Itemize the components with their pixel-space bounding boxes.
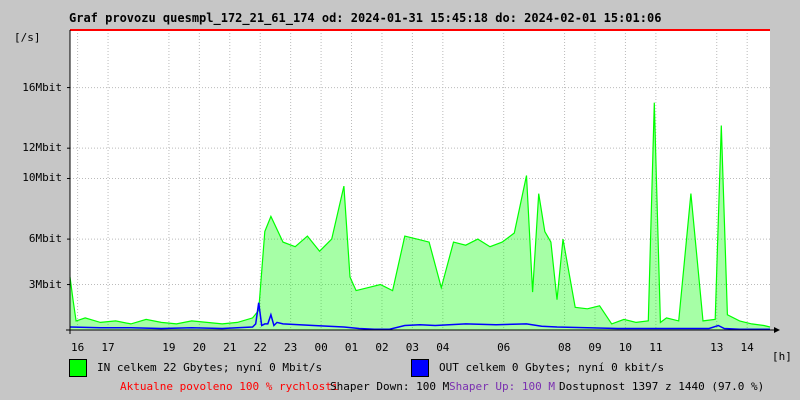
x-tick-label: 10 xyxy=(618,341,633,354)
x-axis-unit: [h] xyxy=(772,350,792,363)
x-tick-label: 01 xyxy=(344,341,359,354)
x-tick-label: 08 xyxy=(557,341,572,354)
y-axis-unit: [/s] xyxy=(14,31,41,44)
x-tick-label: 03 xyxy=(405,341,420,354)
footer-shaper-down: Shaper Down: 100 M xyxy=(330,380,450,393)
x-tick-label: 23 xyxy=(284,341,298,354)
series-in-area xyxy=(70,102,770,330)
x-tick-label: 20 xyxy=(192,341,206,354)
x-tick-label: 13 xyxy=(710,341,724,354)
y-tick-label: 6Mbit xyxy=(28,232,62,246)
plot-area xyxy=(70,30,770,330)
x-tick-label: 14 xyxy=(740,341,754,354)
x-tick-label: 04 xyxy=(436,341,450,354)
x-tick-label: 00 xyxy=(314,341,328,354)
x-tick-label: 09 xyxy=(588,341,602,354)
y-tick-label: 12Mbit xyxy=(22,141,62,155)
x-tick-label: 11 xyxy=(649,341,663,354)
x-tick-label: 17 xyxy=(101,341,115,354)
x-axis-arrow xyxy=(774,327,780,333)
legend-out-label: OUT celkem 0 Gbytes; nyní 0 kbit/s xyxy=(439,361,665,374)
series-out-line xyxy=(69,302,770,330)
legend-in-label: IN celkem 22 Gbytes; nyní 0 Mbit/s xyxy=(97,361,323,374)
x-tick-label: 19 xyxy=(162,341,176,354)
legend-in-swatch xyxy=(69,359,87,377)
x-tick-label: 16 xyxy=(70,341,85,354)
x-tick-label: 02 xyxy=(375,341,389,354)
footer-shaper-up: Shaper Up: 100 M xyxy=(449,380,555,393)
x-tick-label: 21 xyxy=(223,341,237,354)
x-tick-label: 06 xyxy=(497,341,511,354)
footer-availability: Dostupnost 1397 z 1440 (97.0 %) xyxy=(559,380,765,393)
chart-title: Graf provozu quesmpl_172_21_61_174 od: 2… xyxy=(69,11,662,25)
y-tick-label: 10Mbit xyxy=(22,171,62,185)
y-tick-label: 3Mbit xyxy=(28,277,62,291)
x-tick-label: 22 xyxy=(253,341,267,354)
legend-out-swatch xyxy=(411,359,429,377)
y-tick-label: 16Mbit xyxy=(22,80,62,94)
footer-allowed: Aktualne povoleno 100 % rychlosti xyxy=(120,380,339,393)
series-in-line xyxy=(69,102,771,328)
